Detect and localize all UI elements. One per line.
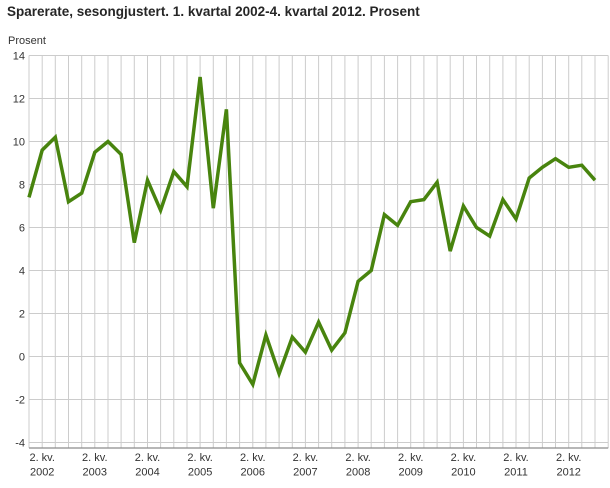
x-tick-label-year: 2004 xyxy=(135,467,159,479)
x-tick-label-year: 2008 xyxy=(346,467,370,479)
x-tick-label-quarter: 2. kv. xyxy=(187,452,212,464)
x-tick-label-year: 2010 xyxy=(451,467,475,479)
x-tick-label-quarter: 2. kv. xyxy=(29,452,54,464)
x-tick-label-quarter: 2. kv. xyxy=(240,452,265,464)
x-tick-label-quarter: 2. kv. xyxy=(135,452,160,464)
x-tick-label-year: 2003 xyxy=(83,467,107,479)
x-tick-label-quarter: 2. kv. xyxy=(556,452,581,464)
x-tick-label-year: 2006 xyxy=(241,467,265,479)
x-tick-label-quarter: 2. kv. xyxy=(398,452,423,464)
x-tick-label-year: 2007 xyxy=(293,467,317,479)
x-tick-label-quarter: 2. kv. xyxy=(451,452,476,464)
x-tick-label-year: 2002 xyxy=(30,467,54,479)
y-tick-label: 2 xyxy=(19,308,25,320)
y-axis-unit-label: Prosent xyxy=(8,35,46,47)
y-tick-label: -2 xyxy=(15,394,25,406)
y-tick-label: 14 xyxy=(13,50,25,62)
x-tick-label-year: 2009 xyxy=(398,467,422,479)
y-tick-label: 0 xyxy=(19,351,25,363)
x-tick-label-year: 2011 xyxy=(504,467,528,479)
y-tick-label: 6 xyxy=(19,222,25,234)
x-tick-label-quarter: 2. kv. xyxy=(82,452,107,464)
x-tick-label-year: 2005 xyxy=(188,467,212,479)
y-tick-label: 12 xyxy=(13,93,25,105)
y-tick-label: 4 xyxy=(19,265,25,277)
chart-title: Sparerate, sesongjustert. 1. kvartal 200… xyxy=(7,4,420,19)
x-tick-label-quarter: 2. kv. xyxy=(503,452,528,464)
x-tick-label-year: 2012 xyxy=(556,467,580,479)
x-tick-label-quarter: 2. kv. xyxy=(293,452,318,464)
y-tick-label: 8 xyxy=(19,179,25,191)
savings-rate-line xyxy=(27,76,597,389)
x-tick-label-quarter: 2. kv. xyxy=(345,452,370,464)
y-tick-label: -4 xyxy=(15,437,25,449)
y-tick-label: 10 xyxy=(13,136,25,148)
